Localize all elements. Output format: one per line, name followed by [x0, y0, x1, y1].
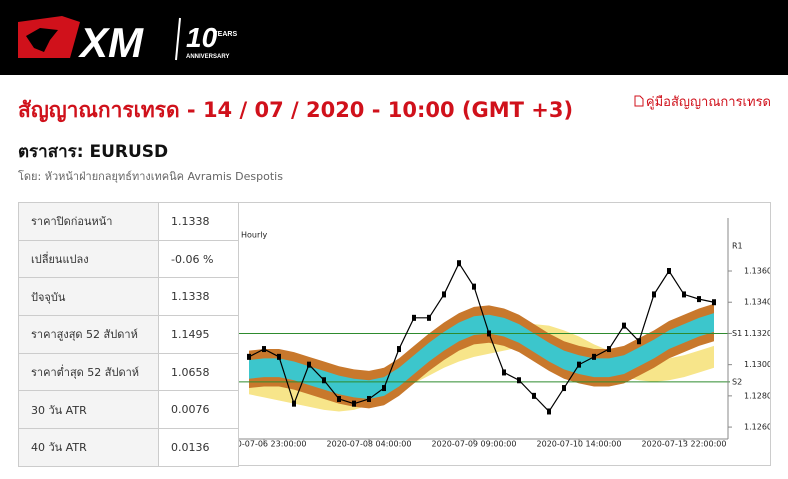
row-value: 1.1495 — [158, 315, 239, 354]
y-tick-label: 1.1320 — [744, 329, 771, 338]
y-tick-label: 1.1260 — [744, 423, 771, 432]
level-label: S1 — [732, 329, 742, 338]
price-bar — [607, 346, 611, 353]
price-bar — [352, 400, 356, 407]
price-bar — [382, 385, 386, 392]
row-label: ราคาปิดก่อนหน้า — [18, 202, 159, 241]
logo-divider — [175, 17, 181, 61]
price-bar — [487, 330, 491, 337]
page-title: สัญญาณการเทรด - 14 / 07 / 2020 - 10:00 (… — [18, 98, 574, 122]
x-tick-label: 2020-07-08 04:00:00 — [327, 440, 412, 449]
price-bar — [697, 296, 701, 303]
price-bar — [367, 395, 371, 402]
table-row: ราคาปิดก่อนหน้า 1.1338 — [18, 202, 239, 241]
price-bar — [247, 353, 251, 360]
y-tick-label: 1.1340 — [744, 298, 771, 307]
y-tick-label: 1.1280 — [744, 391, 771, 400]
logo-text: XM — [78, 19, 144, 66]
band — [249, 313, 714, 399]
y-tick-label: 1.1360 — [744, 267, 771, 276]
row-value: -0.06 % — [158, 239, 239, 279]
header: XM 10 YEARS ANNIVERSARY — [0, 0, 788, 75]
row-value: 1.1338 — [158, 202, 239, 241]
price-bar — [427, 314, 431, 321]
table-row: เปลี่ยนแปลง -0.06 % — [18, 239, 239, 279]
logo-emblem-bull — [26, 28, 58, 52]
row-value: 0.0136 — [158, 428, 239, 467]
price-bar — [472, 283, 476, 290]
row-value: 1.1338 — [158, 277, 239, 317]
row-label: ปัจจุบัน — [18, 277, 159, 317]
row-value: 0.0076 — [158, 390, 239, 430]
row-label: 30 วัน ATR — [18, 390, 159, 430]
price-bar — [307, 361, 311, 368]
price-bar — [277, 353, 281, 360]
price-bar — [592, 353, 596, 360]
x-tick-label: 2020-07-10 14:00:00 — [537, 440, 622, 449]
price-bar — [667, 268, 671, 275]
pdf-icon — [634, 95, 644, 107]
table-row: ราคาต่ำสุด 52 สัปดาห์ 1.0658 — [18, 352, 239, 392]
x-tick-label: 2020-07-09 09:00:00 — [432, 440, 517, 449]
price-bar — [577, 361, 581, 368]
row-label: เปลี่ยนแปลง — [18, 239, 159, 279]
guide-link-text[interactable]: คู่มือสัญญาณการเทรด — [645, 95, 771, 110]
price-bar — [532, 392, 536, 399]
price-bar — [562, 385, 566, 392]
level-label: R1 — [732, 242, 743, 251]
price-bar — [397, 346, 401, 353]
price-bar — [502, 369, 506, 376]
logo: XM 10 YEARS ANNIVERSARY — [18, 16, 237, 66]
anniversary-label: ANNIVERSARY — [186, 54, 229, 60]
x-tick-label: 2020-07-06 23:00:00 — [238, 440, 306, 449]
anniversary-number: 10 — [186, 22, 218, 53]
table-row: 30 วัน ATR 0.0076 — [18, 390, 239, 430]
price-line — [248, 261, 715, 413]
table-row: ราคาสูงสุด 52 สัปดาห์ 1.1495 — [18, 315, 239, 354]
row-value: 1.0658 — [158, 352, 239, 392]
price-bar — [637, 338, 641, 345]
price-bar — [517, 377, 521, 384]
price-bar — [682, 291, 686, 298]
price-bar — [622, 322, 626, 329]
guide-link[interactable]: คู่มือสัญญาณการเทรด — [634, 91, 771, 112]
x-tick-label: 2020-07-13 22:00:00 — [642, 440, 727, 449]
summary-table: ราคาปิดก่อนหน้า 1.1338 เปลี่ยนแปลง -0.06 % ป… — [18, 202, 239, 467]
chart-title: Hourly — [241, 231, 267, 240]
chart: Hourly R1 S1 S2 1.1360 1.1340 1.1320 1.1300 1.12… — [238, 202, 771, 466]
author: โดย: หัวหน้าฝ่ายกลยุทธ์ทางเทคนิค Avramis… — [18, 170, 283, 183]
anniversary-years: YEARS — [213, 31, 237, 38]
row-label: 40 วัน ATR — [18, 428, 159, 467]
price-bar — [442, 291, 446, 298]
level-label: S2 — [732, 377, 742, 386]
price-bar — [547, 408, 551, 415]
price-bar — [457, 260, 461, 267]
price-bar — [292, 400, 296, 407]
price-bar — [652, 291, 656, 298]
price-bar — [322, 377, 326, 384]
row-label: ราคาต่ำสุด 52 สัปดาห์ — [18, 352, 159, 392]
price-bar — [337, 395, 341, 402]
price-bar — [712, 299, 716, 306]
y-tick-label: 1.1300 — [744, 360, 771, 369]
table-row: 40 วัน ATR 0.0136 — [18, 428, 239, 467]
table-row: ปัจจุบัน 1.1338 — [18, 277, 239, 317]
price-bar — [412, 314, 416, 321]
row-label: ราคาสูงสุด 52 สัปดาห์ — [18, 315, 159, 354]
instrument: ตราสาร: EURUSD — [18, 142, 169, 162]
price-bar — [262, 346, 266, 353]
